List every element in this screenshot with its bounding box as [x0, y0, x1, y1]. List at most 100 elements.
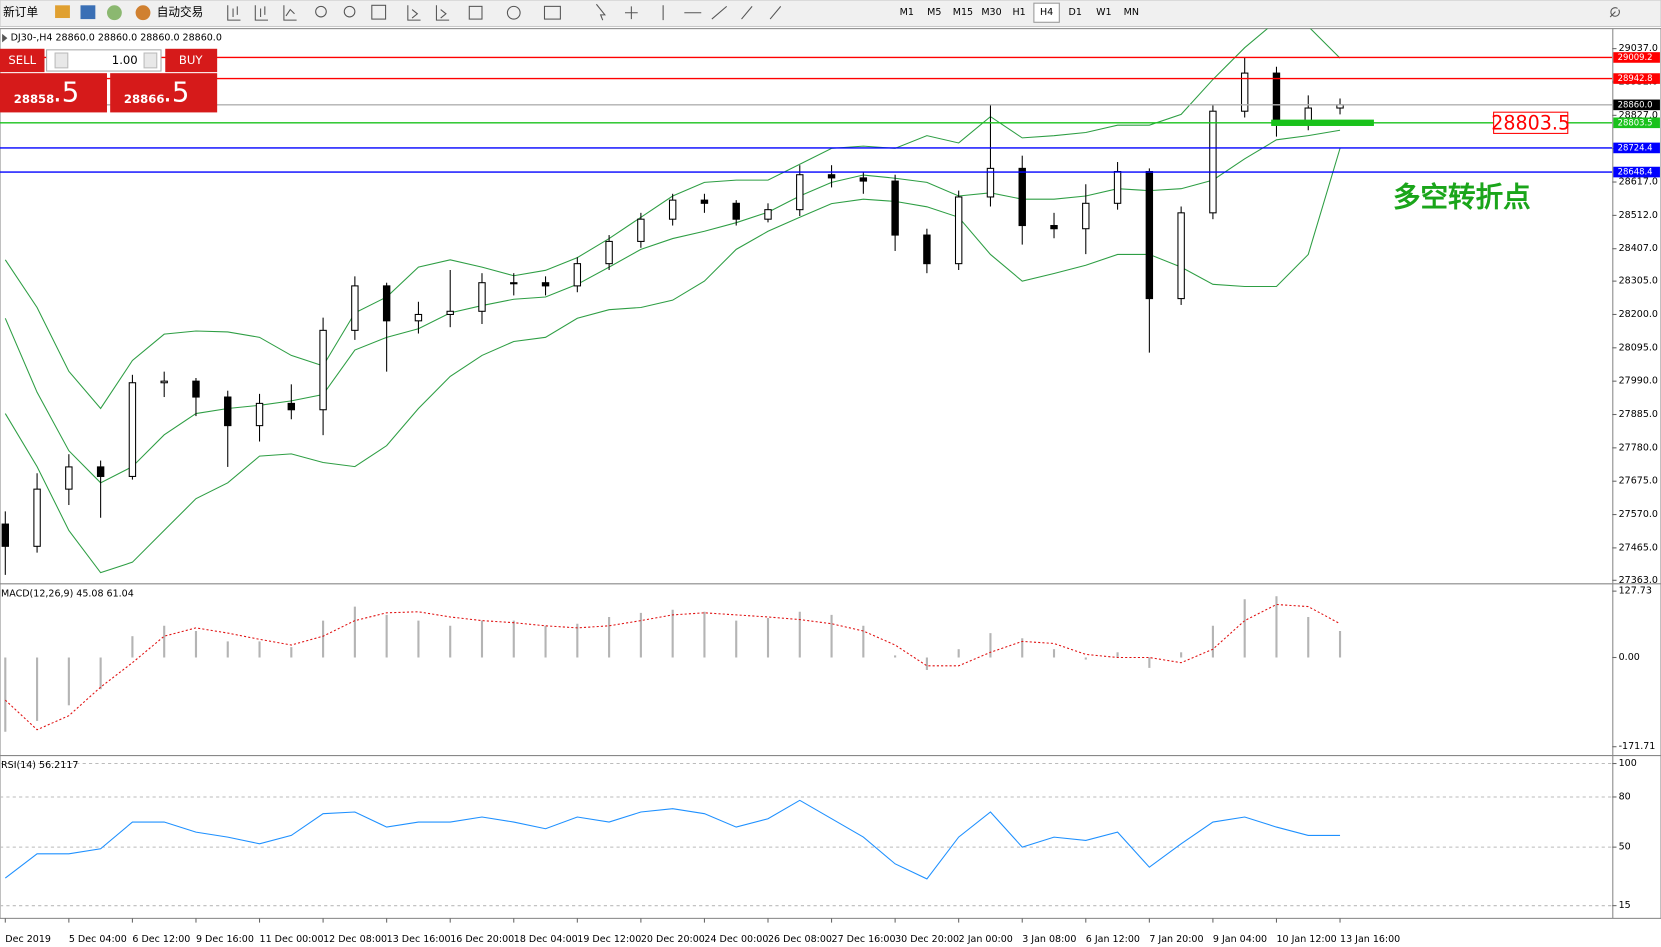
x-tick-label: 9 Dec 16:00 [196, 934, 254, 945]
icon[interactable] [80, 5, 96, 20]
buy-price-box[interactable] [110, 73, 218, 113]
icon[interactable] [283, 5, 297, 21]
candle-body [954, 196, 963, 265]
x-tick-label: 30 Dec 20:00 [895, 934, 959, 945]
chart-frame [0, 28, 1661, 919]
timeframe-button[interactable]: M1 [900, 7, 914, 18]
x-tick-label: 6 Dec 12:00 [132, 934, 190, 945]
candle-body [923, 234, 931, 265]
candle-body [33, 488, 41, 547]
icon[interactable] [135, 5, 151, 21]
candle-body [541, 282, 550, 287]
y-tick-label: 28827.0 [1619, 110, 1658, 121]
candle-body [1050, 225, 1058, 230]
timeframe-active [1033, 2, 1060, 23]
price-marker [1271, 119, 1374, 126]
x-tick-label: 9 Jan 04:00 [1213, 934, 1267, 945]
timeframe-button[interactable]: D1 [1069, 7, 1082, 18]
candle-body [351, 285, 359, 331]
trade-panel: SELL 1.00 BUY 28858 .5 28866 .5 [0, 48, 218, 113]
auto-trade-button[interactable]: 自动交易 [157, 5, 204, 19]
y-tick-label: -171.71 [1619, 741, 1656, 752]
icon[interactable] [55, 5, 70, 19]
timeframes: M1 M5 M15 M30 H1 H4 D1 W1 MN [900, 2, 1139, 23]
sell-button[interactable] [0, 48, 45, 73]
icon[interactable] [506, 5, 521, 20]
timeframe-button[interactable]: W1 [1096, 7, 1111, 18]
candle-body [605, 240, 613, 265]
candle-body [65, 466, 73, 490]
buy-price: 28866 [124, 92, 164, 106]
x-tick-label: 10 Jan 12:00 [1276, 934, 1336, 945]
sell-price-frac: .5 [53, 76, 79, 108]
buy-button[interactable] [165, 48, 218, 73]
y-tick-label: 28512.0 [1619, 210, 1658, 221]
icon[interactable] [315, 5, 327, 18]
lot-value[interactable]: 1.00 [112, 53, 138, 67]
candle-body [224, 396, 232, 427]
y-tick-label: 28407.0 [1619, 243, 1658, 254]
candle-body [255, 402, 264, 427]
y-tick-label: 28095.0 [1619, 342, 1658, 353]
timeframe-button[interactable]: MN [1124, 7, 1139, 18]
icon[interactable] [543, 5, 561, 20]
lot-up[interactable] [143, 52, 158, 69]
candle-body [700, 199, 709, 204]
axes: 29037.028932.028827.028722.028617.028512… [4, 43, 1660, 945]
icon[interactable] [468, 5, 483, 20]
sell-label[interactable]: SELL [8, 53, 36, 67]
price-line-label: 28724.4 [1618, 142, 1653, 152]
buy-label[interactable]: BUY [179, 53, 203, 67]
candle-body [160, 380, 168, 384]
candle-body [732, 202, 740, 220]
x-tick-label: 13 Dec 16:00 [387, 934, 451, 945]
timeframe-button[interactable]: H4 [1040, 7, 1053, 18]
candle-body [1113, 171, 1122, 204]
lot-down[interactable] [54, 52, 69, 69]
icon[interactable] [106, 5, 122, 21]
y-tick-label: 80 [1619, 791, 1631, 802]
sell-price-box[interactable] [0, 73, 107, 113]
candle-body [796, 174, 804, 211]
candle-body [764, 209, 772, 220]
price-line-label: 28860.0 [1618, 99, 1653, 109]
icon[interactable] [407, 5, 421, 21]
x-tick-label: 18 Dec 04:00 [514, 934, 578, 945]
candle-body [414, 313, 423, 322]
y-tick-label: 28200.0 [1619, 309, 1658, 320]
rsi-line [4, 799, 1341, 880]
x-tick-label: 13 Jan 16:00 [1340, 934, 1400, 945]
candle-body [1272, 72, 1281, 125]
candle-body [1145, 171, 1154, 300]
lot-field[interactable] [46, 49, 162, 72]
icon[interactable] [254, 5, 269, 21]
x-tick-label: Dec 2019 [5, 934, 51, 945]
toolbar-bg [0, 0, 1661, 28]
timeframe-button[interactable]: M15 [953, 7, 973, 18]
icon[interactable] [371, 4, 387, 20]
macd-signal [4, 603, 1341, 731]
y-tick-label: 27675.0 [1619, 476, 1658, 487]
candle-body [287, 402, 296, 411]
candle-body [192, 380, 200, 398]
timeframe-button[interactable]: M5 [927, 7, 941, 18]
y-tick-label: 0.00 [1619, 652, 1640, 663]
timeframe-button[interactable]: H1 [1012, 7, 1025, 18]
icon[interactable] [227, 5, 241, 21]
candle-body [1018, 167, 1026, 227]
x-tick-label: 27 Dec 16:00 [832, 934, 896, 945]
candle-body [382, 285, 391, 322]
candle-body [1177, 212, 1185, 300]
price-line-label: 28648.4 [1618, 167, 1653, 177]
new-order-button[interactable]: 新订单 [3, 5, 38, 19]
price-box-label: 28803.5 [1491, 112, 1570, 134]
macd-plot [4, 596, 1342, 732]
toolbar-icons [227, 3, 1620, 21]
timeframe-button[interactable]: M30 [981, 7, 1001, 18]
x-tick-label: 20 Dec 20:00 [641, 934, 705, 945]
icon[interactable] [435, 5, 450, 21]
icon[interactable] [1609, 7, 1620, 18]
candle-body [668, 199, 677, 220]
icon[interactable] [343, 5, 356, 18]
icon[interactable] [595, 3, 782, 21]
